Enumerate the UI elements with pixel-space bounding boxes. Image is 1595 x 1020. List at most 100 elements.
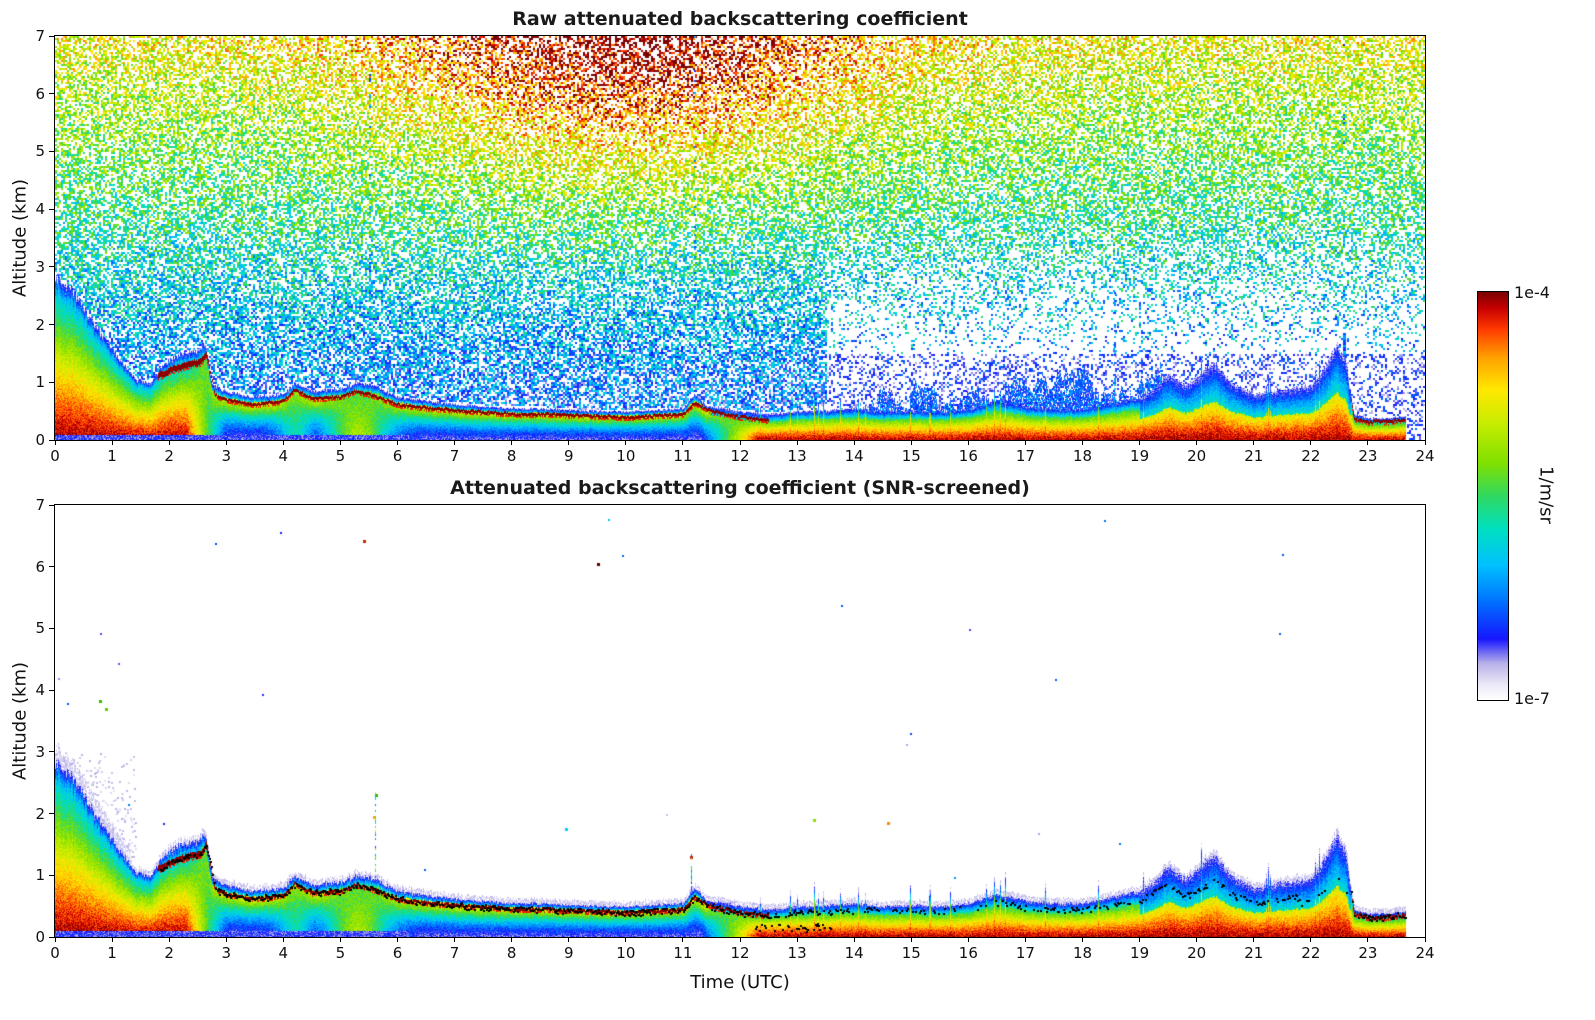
- x-tick: [339, 440, 341, 445]
- x-tick-label: 3: [221, 447, 232, 465]
- x-tick: [1082, 440, 1083, 445]
- colorbar: [1477, 291, 1509, 701]
- x-tick: [1310, 440, 1312, 445]
- x-tick: [1310, 937, 1312, 942]
- x-tick: [1253, 440, 1255, 445]
- x-tick-label: 7: [449, 944, 460, 962]
- x-tick: [1196, 937, 1198, 942]
- y-tick: [49, 324, 54, 326]
- x-tick-label: 1: [107, 447, 117, 465]
- x-tick-label: 24: [1415, 447, 1435, 465]
- y-tick: [49, 208, 54, 210]
- x-tick-label: 15: [901, 944, 921, 962]
- x-tick: [796, 440, 798, 445]
- x-tick: [1424, 937, 1426, 942]
- y-tick-label: 3: [35, 742, 45, 761]
- x-tick-label: 20: [1187, 944, 1207, 962]
- x-tick-label: 19: [1130, 447, 1150, 465]
- x-tick-label: 24: [1415, 944, 1435, 962]
- x-tick: [1082, 937, 1083, 942]
- x-tick-label: 19: [1130, 944, 1150, 962]
- x-tick-label: 22: [1301, 944, 1321, 962]
- x-tick: [54, 440, 56, 445]
- x-tick: [1367, 937, 1369, 942]
- y-tick: [49, 566, 54, 568]
- y-tick: [49, 751, 54, 753]
- x-tick-label: 0: [50, 944, 60, 962]
- x-tick: [796, 937, 798, 942]
- x-tick: [625, 937, 627, 942]
- x-tick: [1139, 937, 1141, 942]
- y-tick: [49, 936, 54, 938]
- colorbar-min-label: 1e-7: [1514, 689, 1550, 708]
- x-tick-label: 16: [958, 944, 978, 962]
- x-tick: [511, 937, 513, 942]
- x-tick: [853, 937, 855, 942]
- y-tick-label: 2: [35, 315, 45, 334]
- x-tick-label: 23: [1358, 447, 1378, 465]
- x-tick: [454, 440, 456, 445]
- y-tick-label: 4: [35, 200, 45, 219]
- panel-title-screened: Attenuated backscattering coefficient (S…: [450, 477, 1030, 499]
- x-tick-label: 21: [1244, 447, 1264, 465]
- x-tick-label: 21: [1244, 944, 1264, 962]
- y-tick: [49, 93, 54, 95]
- x-tick-label: 8: [506, 447, 517, 465]
- x-tick: [282, 440, 284, 445]
- x-tick: [739, 440, 741, 445]
- x-tick: [682, 937, 684, 942]
- x-tick: [54, 937, 56, 942]
- y-tick-label: 0: [35, 928, 45, 946]
- x-tick-label: 18: [1072, 944, 1093, 962]
- x-tick: [1253, 937, 1255, 942]
- x-tick: [853, 440, 855, 445]
- x-tick: [282, 937, 284, 942]
- x-tick-label: 13: [787, 944, 807, 962]
- colorbar-units-label: 1/m/sr: [1535, 466, 1557, 524]
- y-tick: [49, 627, 54, 629]
- colorbar-max-label: 1e-4: [1514, 283, 1550, 302]
- y-tick: [49, 813, 54, 815]
- x-tick-label: 11: [673, 944, 693, 962]
- y-tick: [49, 504, 54, 506]
- x-tick-label: 5: [335, 447, 346, 465]
- x-tick-label: 12: [730, 447, 750, 465]
- plot-area-screened: [54, 504, 1426, 938]
- x-tick: [910, 440, 912, 445]
- y-tick-label: 5: [35, 142, 45, 161]
- x-tick-label: 8: [506, 944, 517, 962]
- x-tick: [682, 440, 684, 445]
- y-tick-label: 6: [35, 557, 45, 576]
- x-tick: [568, 937, 570, 942]
- x-tick-label: 23: [1358, 944, 1378, 962]
- x-tick-label: 5: [335, 944, 346, 962]
- x-tick: [967, 937, 969, 942]
- y-tick-label: 4: [35, 681, 45, 700]
- colorbar-gradient: [1478, 292, 1508, 700]
- x-tick-label: 2: [164, 447, 174, 465]
- x-tick-label: 4: [278, 447, 289, 465]
- x-tick: [454, 937, 456, 942]
- y-tick: [49, 266, 54, 268]
- x-tick: [225, 440, 227, 445]
- y-tick: [49, 439, 54, 441]
- y-axis-label-screened: Altitude (km): [9, 661, 31, 781]
- x-tick-label: 13: [787, 447, 807, 465]
- x-tick-label: 15: [901, 447, 921, 465]
- x-tick: [168, 440, 170, 445]
- y-axis-label-raw: Altitude (km): [9, 178, 31, 298]
- y-tick-label: 0: [35, 431, 45, 449]
- x-tick: [111, 440, 113, 445]
- y-tick-label: 7: [35, 27, 45, 45]
- x-tick-label: 22: [1301, 447, 1321, 465]
- y-tick-label: 1: [35, 866, 45, 885]
- x-tick: [511, 440, 513, 445]
- x-tick-label: 10: [616, 944, 636, 962]
- x-tick: [1024, 937, 1026, 942]
- x-tick: [1196, 440, 1198, 445]
- x-tick-label: 3: [221, 944, 232, 962]
- x-tick-label: 4: [278, 944, 289, 962]
- x-tick: [739, 937, 741, 942]
- raw-heatmap-canvas: [55, 36, 1425, 440]
